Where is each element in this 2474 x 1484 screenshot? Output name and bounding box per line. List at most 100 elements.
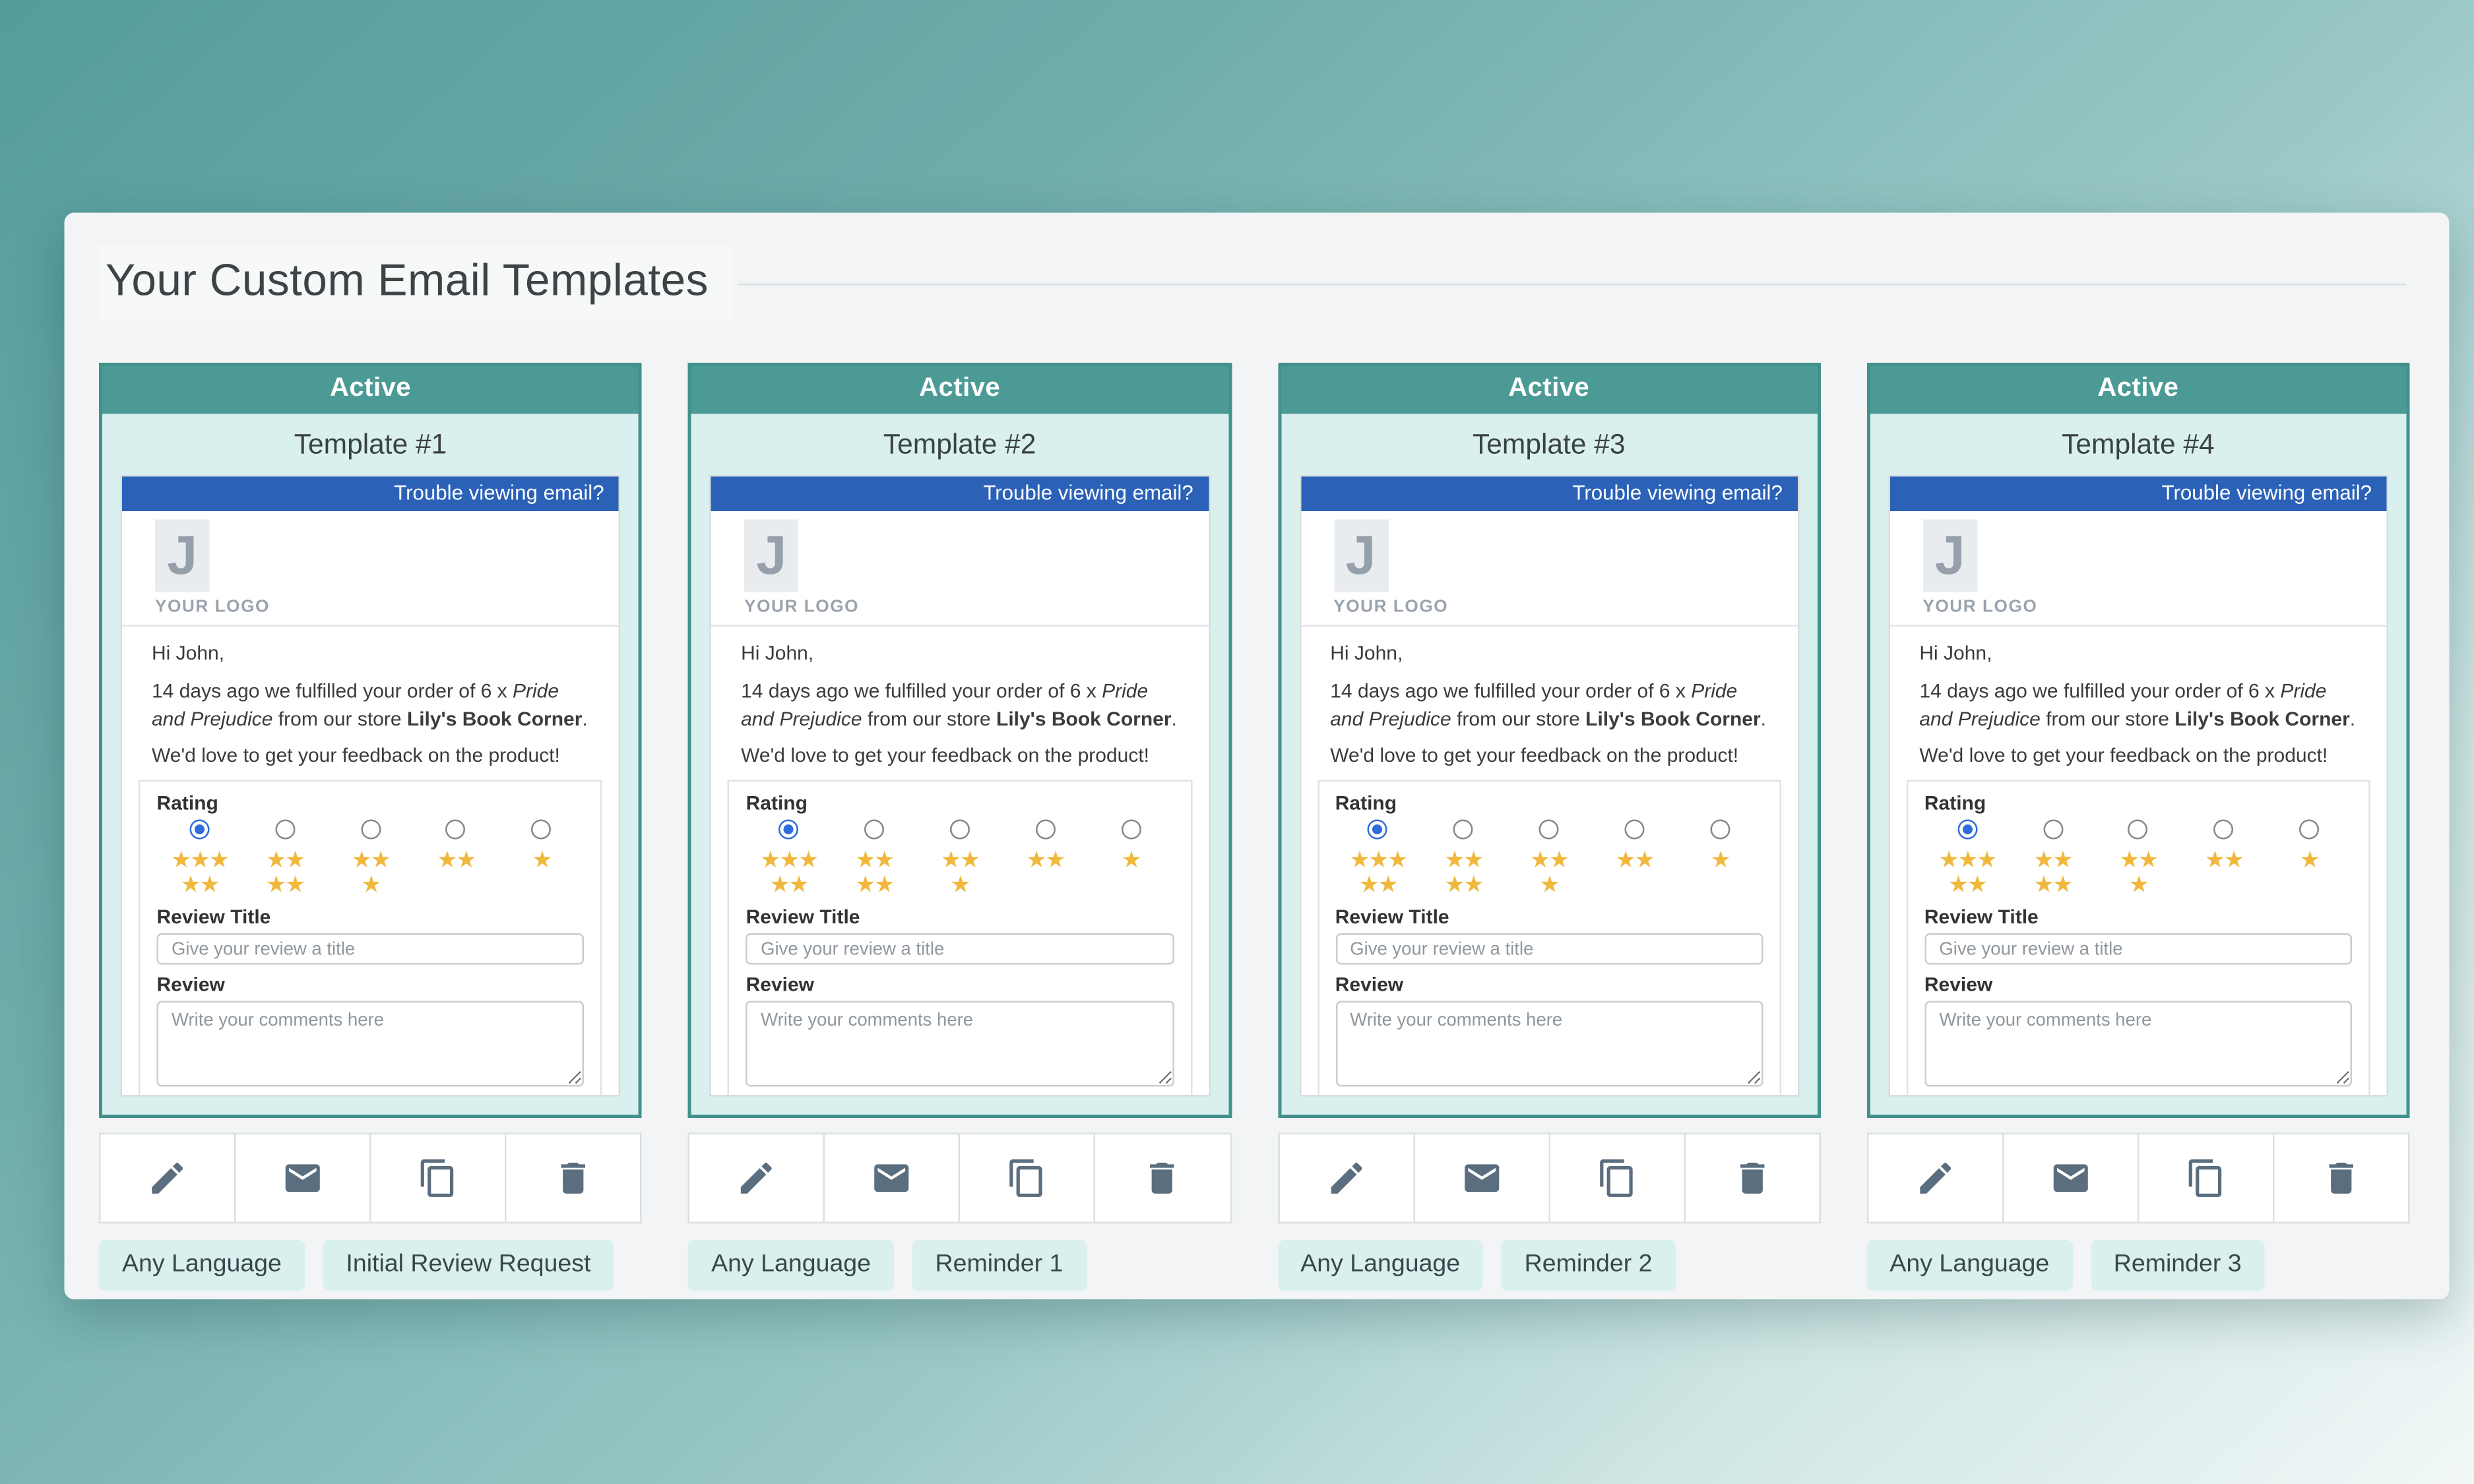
- rating-option-2: ★★: [2181, 819, 2267, 898]
- review-comments-textarea[interactable]: [1924, 1001, 2352, 1087]
- delete-template-button[interactable]: [1685, 1134, 1819, 1222]
- edit-template-button[interactable]: [689, 1134, 825, 1222]
- order-text: 14 days ago we fulfilled your order of 6…: [1919, 679, 2356, 730]
- product-name: Pride and Prejudice: [1330, 679, 1738, 730]
- review-title-input[interactable]: [156, 933, 585, 965]
- language-tag: Any Language: [688, 1240, 895, 1291]
- rating-option-1: ★: [2266, 819, 2352, 898]
- rating-option-4: ★★ ★★: [1420, 819, 1506, 898]
- radio-button-4-stars[interactable]: [864, 819, 885, 840]
- star-icons: ★★★ ★★: [1938, 846, 1997, 898]
- review-comments-textarea[interactable]: [1335, 1001, 1763, 1087]
- store-name: Lily's Book Corner: [1585, 706, 1761, 730]
- radio-button-4-stars[interactable]: [2043, 819, 2063, 840]
- star-icons: ★: [2299, 846, 2320, 873]
- template-card: Active Template #4 Trouble viewing email…: [1866, 363, 2410, 1118]
- template-actions: [1866, 1132, 2410, 1223]
- logo-caption: YOUR LOGO: [155, 597, 270, 617]
- review-title-input[interactable]: [1335, 933, 1763, 965]
- delete-template-button[interactable]: [506, 1134, 641, 1222]
- envelope-icon: [875, 1164, 910, 1192]
- radio-button-4-stars[interactable]: [1453, 819, 1474, 840]
- pencil-icon: [1919, 1162, 1951, 1194]
- radio-button-3-stars[interactable]: [949, 819, 970, 840]
- radio-button-3-stars[interactable]: [360, 819, 381, 840]
- radio-button-5-stars[interactable]: [1368, 819, 1388, 840]
- greeting-text: Hi John,: [1330, 641, 1403, 665]
- trouble-viewing-link[interactable]: Trouble viewing email?: [2161, 481, 2372, 505]
- radio-button-5-stars[interactable]: [778, 819, 799, 840]
- send-email-button[interactable]: [236, 1134, 371, 1222]
- review-comments-textarea[interactable]: [745, 1001, 1174, 1087]
- edit-template-button[interactable]: [1868, 1134, 2004, 1222]
- envelope-icon: [285, 1164, 321, 1192]
- send-email-button[interactable]: [1414, 1134, 1550, 1222]
- delete-template-button[interactable]: [2274, 1134, 2408, 1222]
- email-body: Hi John, 14 days ago we fulfilled your o…: [122, 627, 619, 1095]
- template-actions: [688, 1132, 1232, 1223]
- star-icons: ★★★ ★★: [170, 846, 230, 898]
- page-title: Your Custom Email Templates: [99, 245, 732, 320]
- feedback-text: We'd love to get your feedback on the pr…: [1919, 744, 2328, 768]
- duplicate-template-button[interactable]: [960, 1134, 1096, 1222]
- send-email-button[interactable]: [825, 1134, 961, 1222]
- copy-icon: [1010, 1159, 1043, 1197]
- templates-row: Active Template #1 Trouble viewing email…: [65, 320, 2450, 1291]
- review-title-input[interactable]: [1924, 933, 2352, 965]
- edit-template-button[interactable]: [100, 1134, 236, 1222]
- radio-button-3-stars[interactable]: [1538, 819, 1559, 840]
- radio-button-5-stars[interactable]: [1957, 819, 1977, 840]
- duplicate-template-button[interactable]: [371, 1134, 507, 1222]
- radio-button-2-stars[interactable]: [1035, 819, 1056, 840]
- duplicate-template-button[interactable]: [2139, 1134, 2275, 1222]
- radio-button-1-star[interactable]: [2299, 819, 2320, 840]
- star-icons: ★★★ ★★: [1349, 846, 1408, 898]
- review-comments-textarea[interactable]: [156, 1001, 585, 1087]
- review-title-input[interactable]: [745, 933, 1174, 965]
- send-email-button[interactable]: [2004, 1134, 2140, 1222]
- radio-button-3-stars[interactable]: [2128, 819, 2148, 840]
- template-name: Template #2: [883, 429, 1036, 460]
- radio-button-4-stars[interactable]: [274, 819, 295, 840]
- review-title-label: Review Title: [1335, 905, 1449, 929]
- type-tag: Initial Review Request: [323, 1240, 614, 1291]
- star-icons: ★★ ★★: [855, 846, 895, 898]
- duplicate-template-button[interactable]: [1550, 1134, 1686, 1222]
- trouble-viewing-link[interactable]: Trouble viewing email?: [983, 481, 1193, 505]
- email-preview: Trouble viewing email? J YOUR LOGO Hi Jo…: [120, 475, 621, 1097]
- rating-option-2: ★★: [1592, 819, 1678, 898]
- radio-button-1-star[interactable]: [1709, 819, 1730, 840]
- template-column: Active Template #2 Trouble viewing email…: [688, 363, 1232, 1291]
- delete-template-button[interactable]: [1096, 1134, 1230, 1222]
- radio-button-1-star[interactable]: [531, 819, 552, 840]
- radio-button-2-stars[interactable]: [446, 819, 466, 840]
- template-name: Template #4: [2062, 429, 2215, 460]
- trouble-viewing-link[interactable]: Trouble viewing email?: [394, 481, 604, 505]
- template-actions: [99, 1132, 643, 1223]
- review-form: Rating ★★★ ★★: [1906, 780, 2370, 1095]
- rating-option-3: ★★ ★: [917, 819, 1003, 898]
- logo-section: J YOUR LOGO: [1889, 511, 2387, 627]
- pencil-icon: [741, 1162, 773, 1194]
- trouble-viewing-link[interactable]: Trouble viewing email?: [1572, 481, 1783, 505]
- email-preview: Trouble viewing email? J YOUR LOGO Hi Jo…: [709, 475, 1210, 1097]
- star-icons: ★★: [437, 846, 476, 873]
- rating-option-4: ★★ ★★: [242, 819, 328, 898]
- status-badge: Active: [1281, 366, 1818, 414]
- radio-button-2-stars[interactable]: [1624, 819, 1645, 840]
- greeting-text: Hi John,: [741, 641, 814, 665]
- template-tags: Any Language Reminder 3: [1866, 1240, 2409, 1291]
- rating-option-1: ★: [499, 819, 585, 898]
- review-form: Rating ★★★ ★★: [139, 780, 603, 1095]
- radio-button-1-star[interactable]: [1120, 819, 1141, 840]
- template-column: Active Template #3 Trouble viewing email…: [1277, 363, 1821, 1291]
- radio-button-2-stars[interactable]: [2213, 819, 2234, 840]
- feedback-text: We'd love to get your feedback on the pr…: [1330, 744, 1739, 768]
- rating-option-5: ★★★ ★★: [746, 819, 832, 898]
- star-icons: ★: [532, 846, 552, 873]
- edit-template-button[interactable]: [1279, 1134, 1414, 1222]
- email-message: Hi John, 14 days ago we fulfilled your o…: [1906, 640, 2370, 770]
- template-name: Template #3: [1473, 429, 1626, 460]
- rating-options: ★★★ ★★ ★★ ★★: [1924, 819, 2352, 898]
- radio-button-5-stars[interactable]: [189, 819, 210, 840]
